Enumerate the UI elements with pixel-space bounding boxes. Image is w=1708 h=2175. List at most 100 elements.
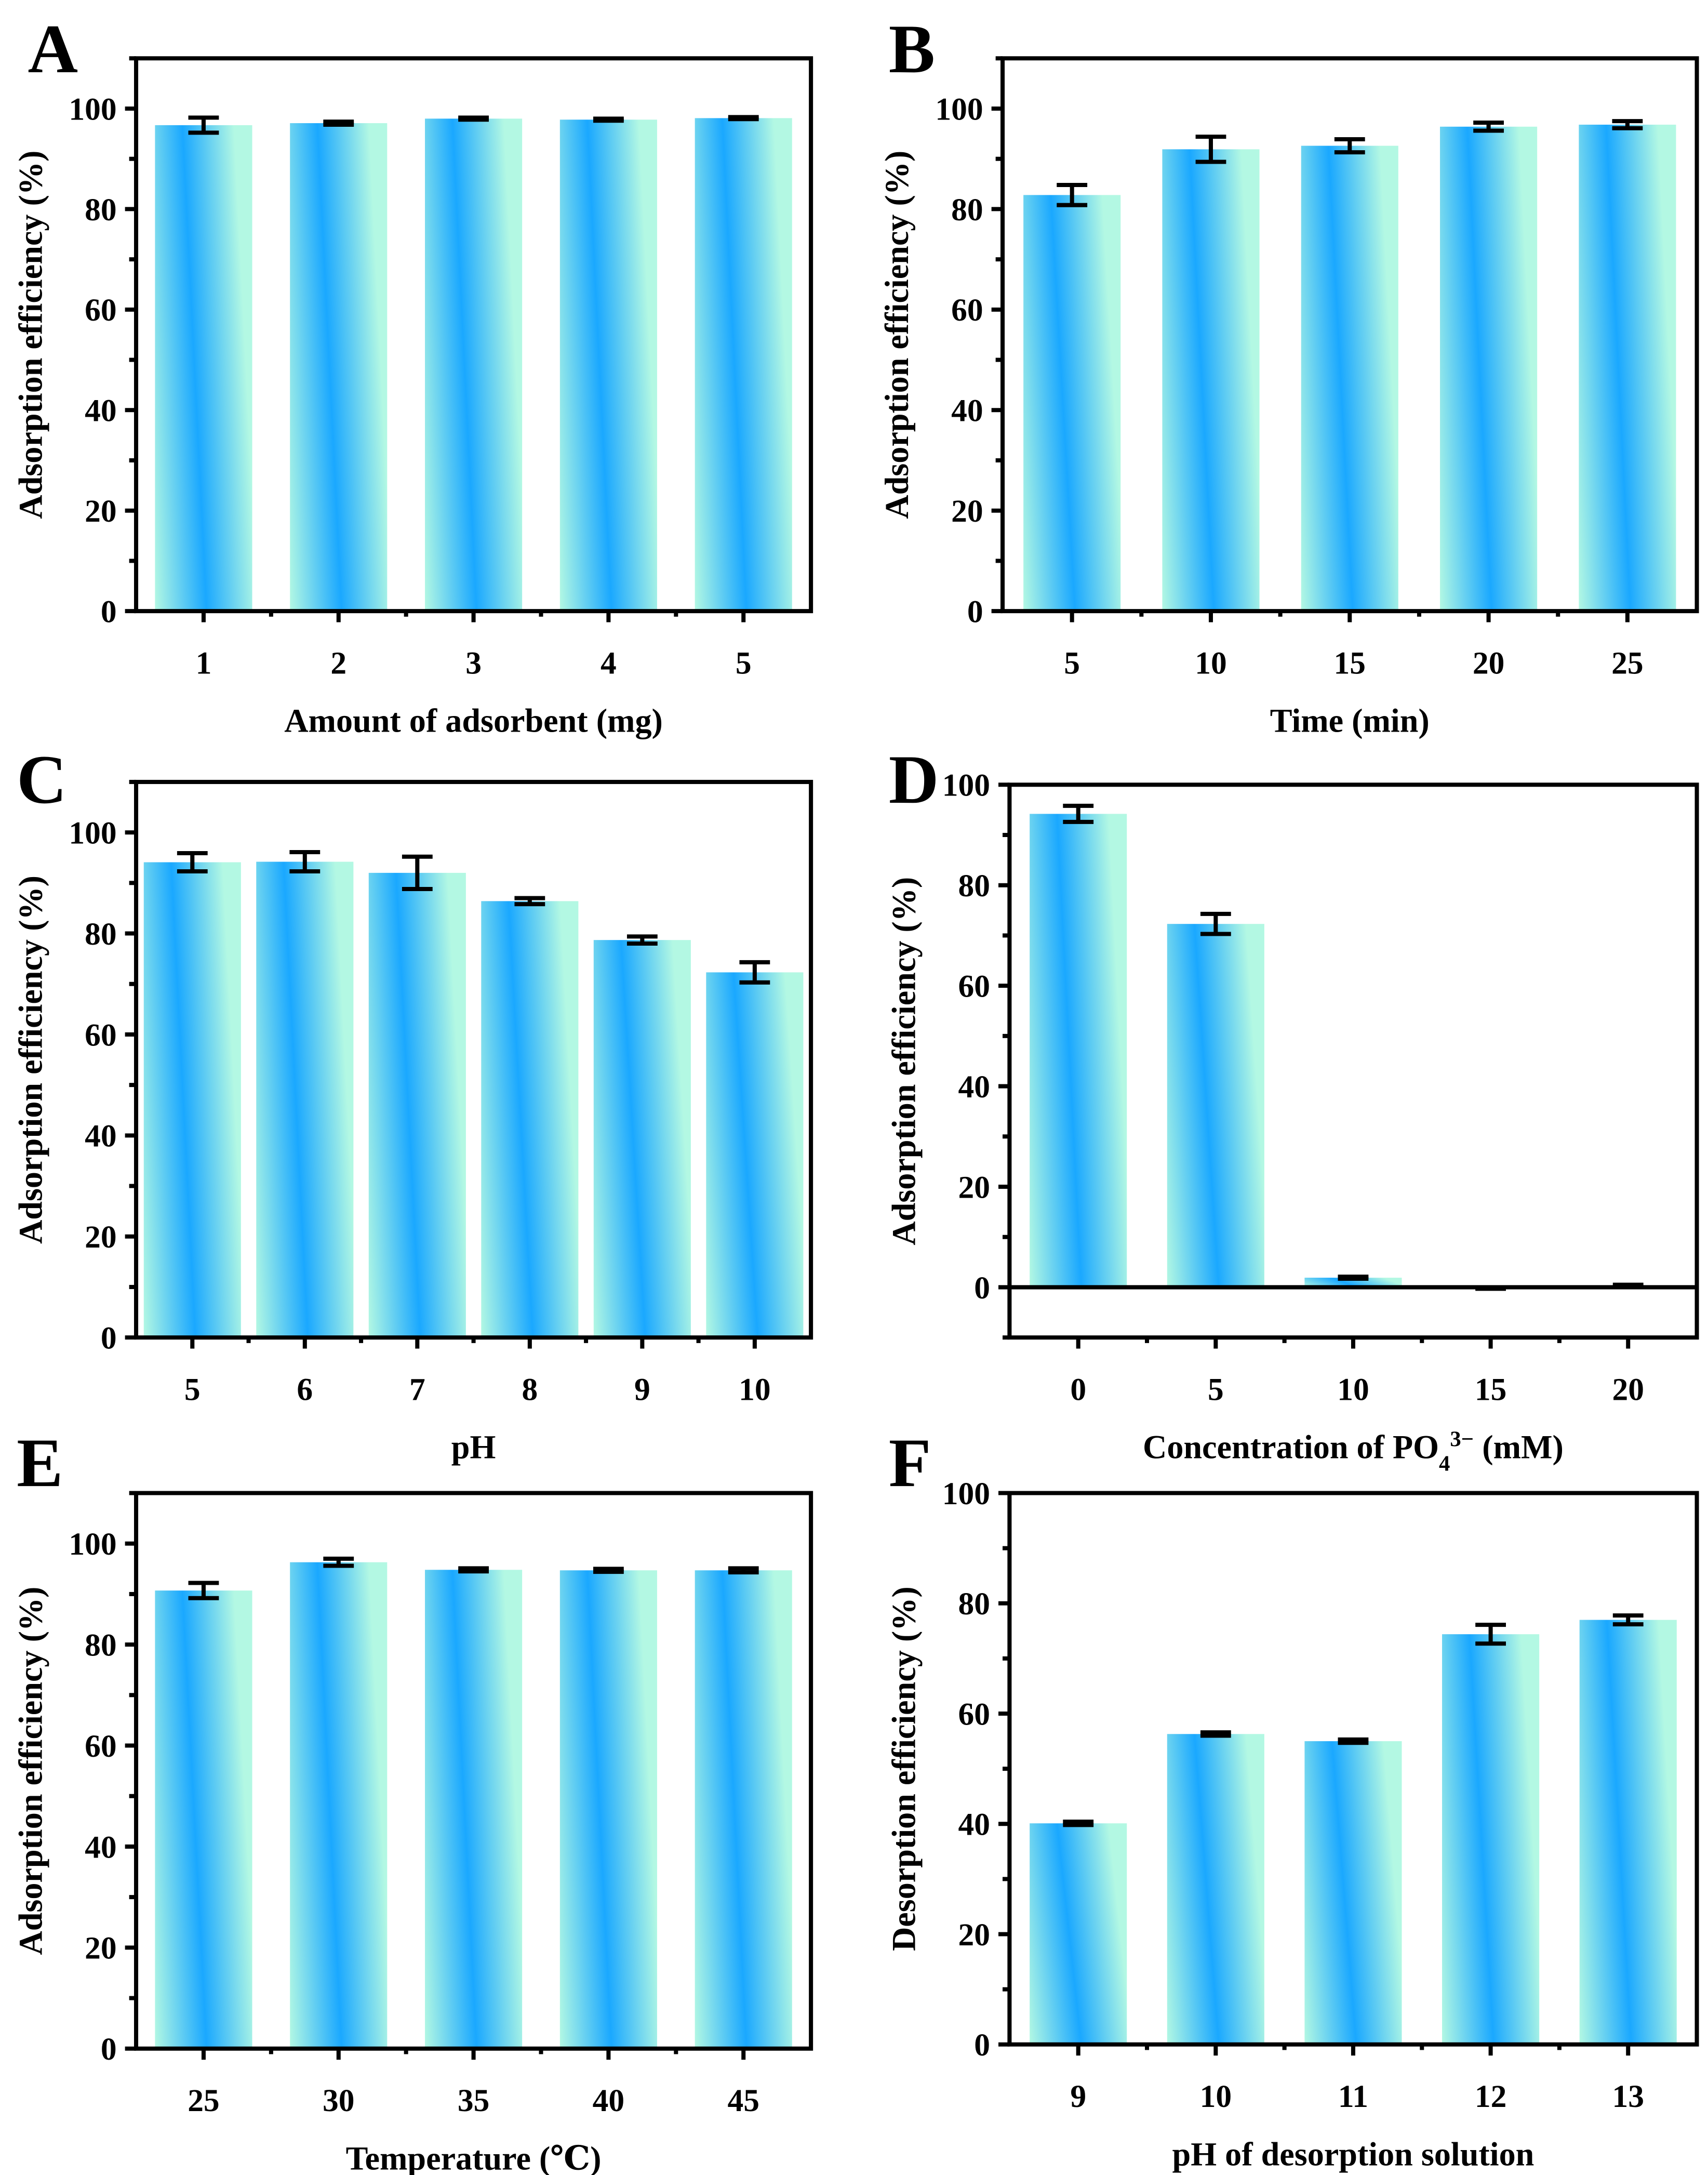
x-axis-label: pH xyxy=(451,1429,496,1466)
y-tick-label: 60 xyxy=(951,293,983,328)
y-tick-label: 0 xyxy=(101,594,117,630)
error-bar xyxy=(1200,1730,1231,1738)
bar xyxy=(1579,1620,1677,2045)
y-tick-label: 80 xyxy=(958,1586,990,1622)
bar xyxy=(695,118,792,612)
panel-e: E 0 20 40 60 80 100 25 30 35 40 45 Temperature (℃) Ad… xyxy=(12,1424,813,2175)
y-tick-label: 100 xyxy=(69,816,116,851)
x-tick-label: 20 xyxy=(1612,1372,1644,1407)
bar xyxy=(1304,1741,1402,2045)
x-tick-label: 11 xyxy=(1338,2079,1368,2114)
y-tick-label: 0 xyxy=(974,1270,990,1306)
panel-letter: F xyxy=(889,1424,931,1501)
y-tick-label: 80 xyxy=(85,1628,116,1663)
bar xyxy=(481,901,579,1338)
panel-f: F 0 20 40 60 80 100 9 10 11 12 13 pH of desorption s… xyxy=(886,1424,1699,2172)
panel-letter: C xyxy=(17,741,67,818)
y-tick-label: 0 xyxy=(101,1321,117,1356)
x-tick-label: 13 xyxy=(1612,2079,1644,2114)
y-tick-label: 40 xyxy=(85,1829,116,1865)
x-tick-label: 8 xyxy=(522,1372,538,1407)
error-bar xyxy=(1057,182,1088,207)
x-tick-label: 5 xyxy=(1208,1372,1224,1407)
panel-letter: A xyxy=(28,10,78,87)
y-tick-label: 100 xyxy=(69,91,116,127)
x-tick-label: 12 xyxy=(1475,2079,1506,2114)
bar xyxy=(290,1562,388,2049)
y-tick-label: 20 xyxy=(951,494,983,529)
error-bar xyxy=(323,1556,354,1568)
error-bar xyxy=(402,854,433,892)
bar xyxy=(1023,195,1121,612)
bar xyxy=(1030,814,1127,1288)
y-tick-label: 40 xyxy=(958,1807,990,1842)
x-tick-label: 10 xyxy=(1195,645,1226,681)
panel-d: D 0 20 40 60 80 100 0 5 10 15 20 Concentration of PO… xyxy=(886,741,1699,1476)
error-bar xyxy=(1334,137,1365,155)
y-tick-label: 20 xyxy=(958,1917,990,1953)
error-bar xyxy=(1200,911,1231,936)
y-axis-label: Adsorption efficiency (%) xyxy=(12,1587,49,1955)
y-axis-label: Adsorption efficiency (%) xyxy=(12,151,49,519)
y-tick-label: 20 xyxy=(85,494,116,529)
bar xyxy=(559,120,657,612)
y-tick-label: 40 xyxy=(951,393,983,429)
y-tick-label: 60 xyxy=(958,969,990,1004)
bar xyxy=(143,862,241,1338)
panel-a: A 0 20 40 60 80 100 1 2 3 4 5 Amount of adsorbent (m… xyxy=(12,10,813,739)
x-tick-label: 25 xyxy=(188,2083,219,2118)
y-tick-label: 40 xyxy=(85,393,116,429)
panel-c: C 0 20 40 60 80 100 5 6 7 8 9 10 pH Adsorption efficie… xyxy=(12,741,813,1466)
error-bar xyxy=(593,116,624,123)
y-tick-label: 0 xyxy=(974,2027,990,2063)
x-tick-label: 4 xyxy=(601,645,617,681)
x-label-text: (mM) xyxy=(1474,1429,1564,1466)
x-tick-label: 3 xyxy=(465,645,482,681)
error-bar xyxy=(323,120,354,127)
bar xyxy=(1301,145,1398,612)
x-tick-label: 40 xyxy=(593,2083,624,2118)
error-bar xyxy=(188,1581,219,1600)
error-bar xyxy=(739,960,770,985)
y-tick-label: 60 xyxy=(958,1696,990,1732)
x-tick-label: 10 xyxy=(1337,1372,1369,1407)
y-axis-label: Adsorption efficiency (%) xyxy=(878,151,915,519)
x-tick-label: 25 xyxy=(1611,645,1643,681)
x-tick-label: 5 xyxy=(1064,645,1080,681)
error-bar xyxy=(177,851,208,873)
error-bar xyxy=(188,115,219,135)
bar xyxy=(1167,924,1264,1288)
x-label-subscript: 4 xyxy=(1439,1451,1450,1476)
bar xyxy=(1579,124,1676,612)
error-bar xyxy=(1195,135,1226,164)
x-label-text: Concentration of PO xyxy=(1143,1429,1439,1466)
x-tick-label: 35 xyxy=(458,2083,489,2118)
error-bar xyxy=(458,1566,489,1574)
bar xyxy=(425,118,523,612)
error-bar xyxy=(1338,1275,1369,1281)
error-bar xyxy=(1063,803,1094,824)
y-tick-label: 0 xyxy=(967,594,983,630)
error-bar xyxy=(728,1566,759,1575)
x-tick-label: 10 xyxy=(1200,2079,1232,2114)
y-tick-label: 80 xyxy=(85,917,116,952)
x-tick-label: 9 xyxy=(634,1372,650,1407)
y-tick-label: 100 xyxy=(935,91,983,127)
bar xyxy=(1162,149,1260,612)
y-tick-label: 80 xyxy=(951,192,983,228)
error-bar xyxy=(728,115,759,122)
y-tick-label: 100 xyxy=(69,1527,116,1562)
error-bar xyxy=(514,896,545,907)
error-bar xyxy=(593,1567,624,1574)
y-tick-label: 0 xyxy=(101,2032,117,2067)
error-bar xyxy=(1063,1819,1094,1827)
x-tick-label: 0 xyxy=(1070,1372,1086,1407)
x-tick-label: 30 xyxy=(323,2083,354,2118)
bar xyxy=(256,861,354,1338)
y-tick-label: 80 xyxy=(85,192,116,228)
panel-letter: D xyxy=(889,741,939,818)
panel-b: B 0 20 40 60 80 100 5 10 15 20 25 Time (min) Adsorpti… xyxy=(878,10,1699,739)
y-tick-label: 40 xyxy=(85,1119,116,1154)
x-axis-label: Time (min) xyxy=(1270,702,1430,739)
y-tick-label: 60 xyxy=(85,1017,116,1053)
